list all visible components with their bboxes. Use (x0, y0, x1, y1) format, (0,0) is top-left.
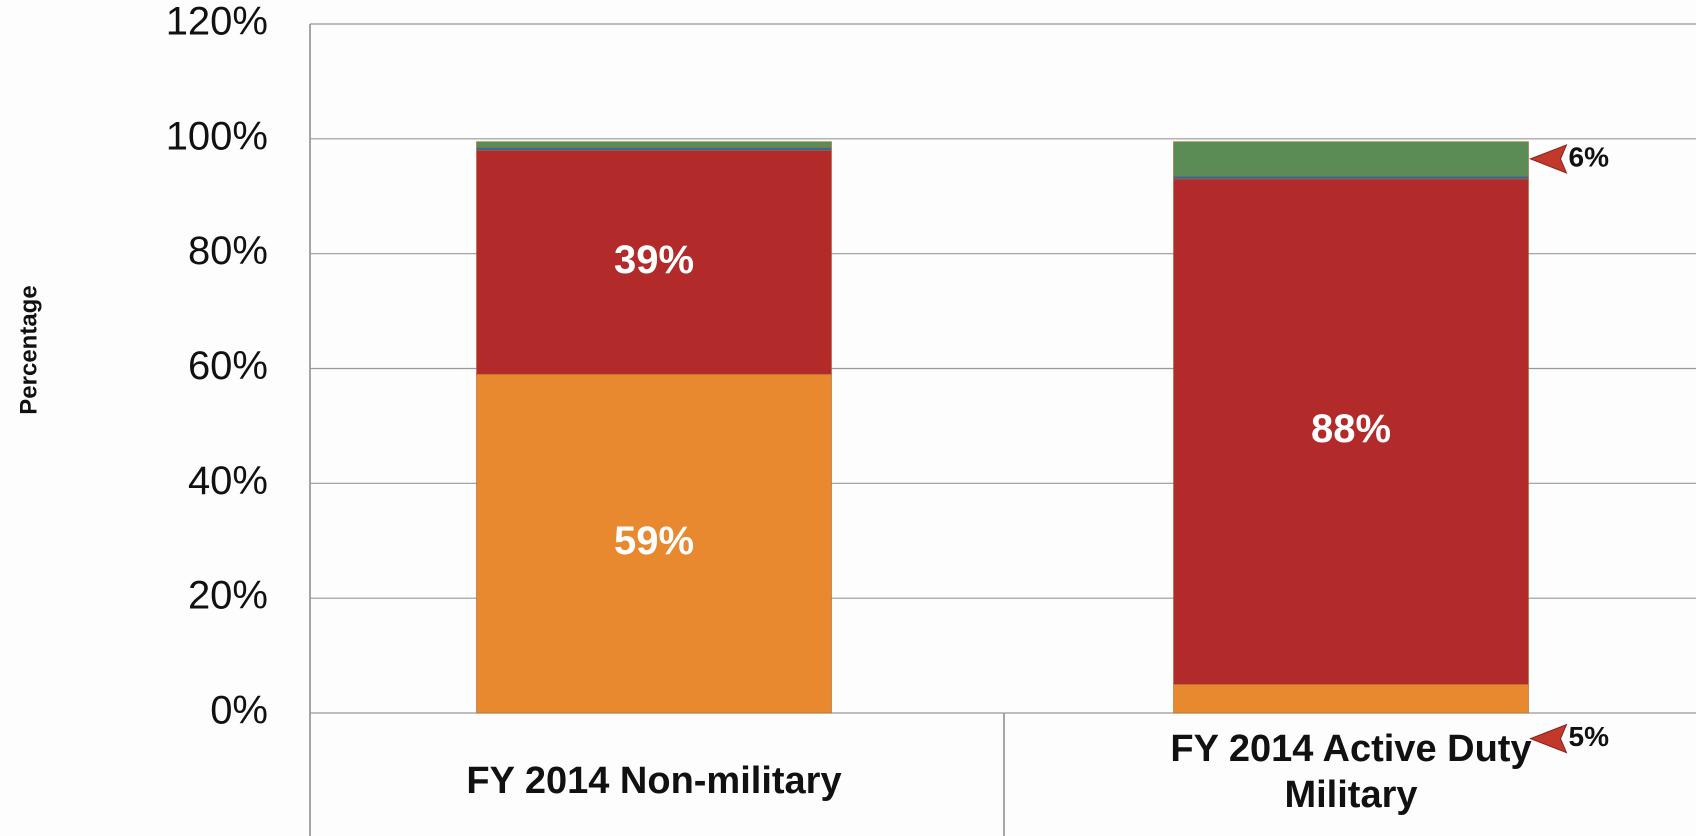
y-tick-label: 20% (188, 574, 268, 618)
value-label: 39% (614, 238, 694, 282)
y-tick-label: 0% (210, 689, 268, 733)
bar-segment (476, 150, 832, 375)
y-tick-label: 60% (188, 344, 268, 388)
y-tick-label: 100% (166, 114, 268, 158)
x-tick-label: FY 2014 Non-military (466, 760, 842, 802)
bar-segment (476, 147, 832, 151)
callout-arrow (1529, 144, 1568, 174)
bar-segment (1173, 175, 1529, 180)
value-label: 59% (614, 519, 694, 563)
bar-segment (1173, 178, 1529, 685)
y-axis-label: Percentage (15, 285, 42, 414)
y-tick-label: 80% (188, 229, 268, 273)
y-tick-label: 40% (188, 459, 268, 503)
bar-segment (476, 141, 832, 148)
x-tick-label: FY 2014 Active Duty Military (1170, 728, 1532, 816)
value-label: 5% (1569, 721, 1610, 752)
bar-segment (1173, 683, 1529, 714)
y-tick-label: 120% (166, 0, 268, 44)
bar-segment (476, 373, 832, 714)
callout-arrow (1529, 723, 1568, 754)
value-label: 6% (1569, 141, 1610, 172)
bar-segment (1173, 141, 1529, 177)
value-label: 88% (1311, 407, 1391, 451)
